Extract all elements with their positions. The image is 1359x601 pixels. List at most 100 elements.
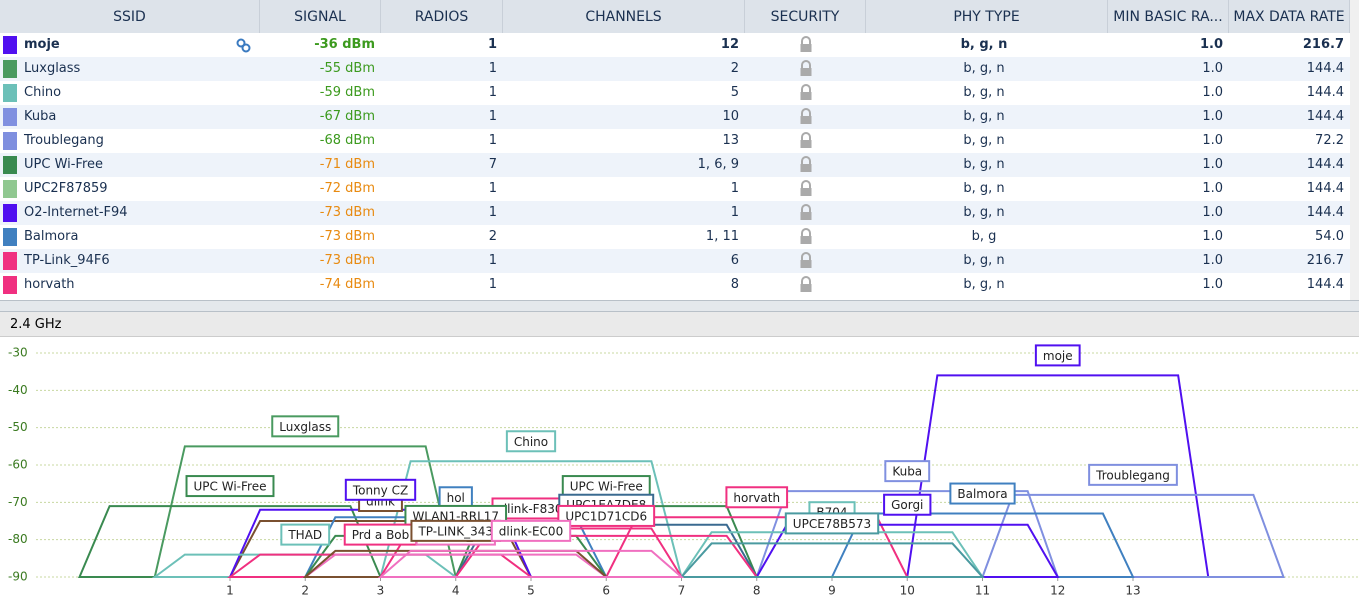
x-tick-label: 1 <box>226 584 234 598</box>
color-swatch <box>3 84 17 102</box>
column-header[interactable]: SECURITY <box>745 0 866 33</box>
max-cell: 144.4 <box>1306 277 1344 292</box>
network-label: Tonny CZ <box>352 483 408 497</box>
table-row[interactable]: Kuba -67 dBm 1 10 b, g, n 1.0 144.4 <box>0 105 1350 129</box>
y-tick-label: -60 <box>8 458 28 472</box>
network-label: Prd a Bob <box>352 528 410 542</box>
signal-cell: -71 dBm <box>319 157 375 172</box>
y-tick-label: -90 <box>8 570 28 584</box>
lock-icon <box>798 153 814 177</box>
table-row[interactable]: UPC Wi-Free -71 dBm 7 1, 6, 9 b, g, n 1.0 144.… <box>0 153 1350 177</box>
signal-cell: -55 dBm <box>319 61 375 76</box>
lock-icon <box>798 225 814 249</box>
column-header[interactable]: PHY TYPE <box>866 0 1108 33</box>
x-tick-label: 12 <box>1050 584 1065 598</box>
min-cell: 1.0 <box>1202 61 1223 76</box>
network-label-box <box>1088 463 1178 486</box>
network-signal <box>151 553 459 578</box>
min-cell: 1.0 <box>1202 229 1223 244</box>
network-label-box <box>725 486 789 509</box>
signal-cell: -59 dBm <box>319 85 375 100</box>
y-tick-label: -70 <box>8 495 28 509</box>
spectrum-chart: -30-40-50-60-70-80-901 2 3 4 5 6 7 8 9 10 11 12 13mo… <box>8 344 1359 598</box>
network-label: Luxglass <box>279 420 331 434</box>
x-tick-label: 13 <box>1125 584 1140 598</box>
x-tick-label: 5 <box>527 584 535 598</box>
column-header[interactable]: SIGNAL <box>260 0 381 33</box>
channels-cell: 1, 11 <box>705 229 739 244</box>
network-signal <box>377 549 685 578</box>
splitter[interactable] <box>0 300 1359 312</box>
ssid: horvath <box>24 277 75 292</box>
lock-icon <box>800 276 812 292</box>
scrollbar[interactable] <box>1350 0 1359 300</box>
table-row[interactable]: moje -36 dBm 1 12 b, g, n 1.0 216.7 <box>0 33 1350 57</box>
network-label: UPC Wi-Free <box>194 480 267 494</box>
network-label-box <box>490 519 572 542</box>
phy-cell: b, g, n <box>963 277 1005 292</box>
column-header[interactable]: SSID <box>0 0 260 33</box>
network-label: UPC1D71CD6 <box>565 509 647 523</box>
column-header[interactable]: MIN BASIC RA... <box>1108 0 1229 33</box>
ssid: moje <box>24 37 60 52</box>
signal-cell: -73 dBm <box>319 253 375 268</box>
min-cell: 1.0 <box>1202 205 1223 220</box>
network-label-box <box>883 493 932 516</box>
radios-cell: 1 <box>488 205 497 220</box>
lock-icon <box>800 204 812 220</box>
color-swatch <box>3 180 17 198</box>
channels-cell: 1 <box>730 181 739 196</box>
table-row[interactable]: Balmora -73 dBm 2 1, 11 b, g 1.0 54.0 <box>0 225 1350 249</box>
network-label: Chino <box>514 435 548 449</box>
min-cell: 1.0 <box>1202 85 1223 100</box>
column-header[interactable]: MAX DATA RATE <box>1229 0 1350 33</box>
max-cell: 216.7 <box>1306 253 1344 268</box>
signal-cell: -36 dBm <box>314 37 375 52</box>
column-header[interactable]: CHANNELS <box>503 0 745 33</box>
lock-icon <box>798 33 814 57</box>
channels-cell: 2 <box>730 61 739 76</box>
ssid: Balmora <box>24 229 79 244</box>
table-row[interactable]: horvath -74 dBm 1 8 b, g, n 1.0 144.4 <box>0 273 1350 297</box>
color-swatch <box>3 108 17 126</box>
phy-cell: b, g, n <box>963 133 1005 148</box>
signal-cell: -73 dBm <box>319 229 375 244</box>
phy-cell: b, g, n <box>963 109 1005 124</box>
network-label: Balmora <box>957 487 1007 501</box>
column-header[interactable]: RADIOS <box>381 0 503 33</box>
min-cell: 1.0 <box>1202 157 1223 172</box>
network-label: TP-LINK_343 <box>417 524 493 538</box>
lock-icon <box>800 156 812 172</box>
network-signal <box>679 531 985 578</box>
network-label: moje <box>1043 349 1073 363</box>
network-label-box <box>557 504 656 527</box>
table-row[interactable]: UPC2F87859 -72 dBm 1 1 b, g, n 1.0 144.4 <box>0 177 1350 201</box>
lock-icon <box>800 252 812 268</box>
channels-cell: 13 <box>722 133 739 148</box>
min-cell: 1.0 <box>1202 253 1223 268</box>
max-cell: 144.4 <box>1306 157 1344 172</box>
max-cell: 72.2 <box>1315 133 1344 148</box>
phy-cell: b, g, n <box>960 37 1008 52</box>
lock-icon <box>800 36 812 52</box>
x-tick-label: 4 <box>452 584 460 598</box>
network-table: SSID SIGNAL RADIOS CHANNELS SECURITY PHY TYPE… <box>0 0 1350 300</box>
table-row[interactable]: Chino -59 dBm 1 5 b, g, n 1.0 144.4 <box>0 81 1350 105</box>
y-tick-label: -30 <box>8 346 28 360</box>
lock-icon <box>798 249 814 273</box>
signal-cell: -68 dBm <box>319 133 375 148</box>
table-row[interactable]: Luxglass -55 dBm 1 2 b, g, n 1.0 144.4 <box>0 57 1350 81</box>
table-row[interactable]: Troublegang -68 dBm 1 13 b, g, n 1.0 72.2 <box>0 129 1350 153</box>
phy-cell: b, g, n <box>963 253 1005 268</box>
network-label: UPCE78B573 <box>793 517 871 531</box>
x-tick-label: 6 <box>602 584 610 598</box>
lock-icon <box>798 273 814 297</box>
phy-cell: b, g, n <box>963 157 1005 172</box>
color-swatch <box>3 36 17 54</box>
y-tick-label: -80 <box>8 532 28 546</box>
min-cell: 1.0 <box>1202 109 1223 124</box>
band-label: 2.4 GHz <box>0 312 1359 337</box>
table-row[interactable]: TP-Link_94F6 -73 dBm 1 6 b, g, n 1.0 216.7 <box>0 249 1350 273</box>
lock-icon <box>800 180 812 196</box>
table-row[interactable]: O2-Internet-F94 -73 dBm 1 1 b, g, n 1.0 144.4 <box>0 201 1350 225</box>
